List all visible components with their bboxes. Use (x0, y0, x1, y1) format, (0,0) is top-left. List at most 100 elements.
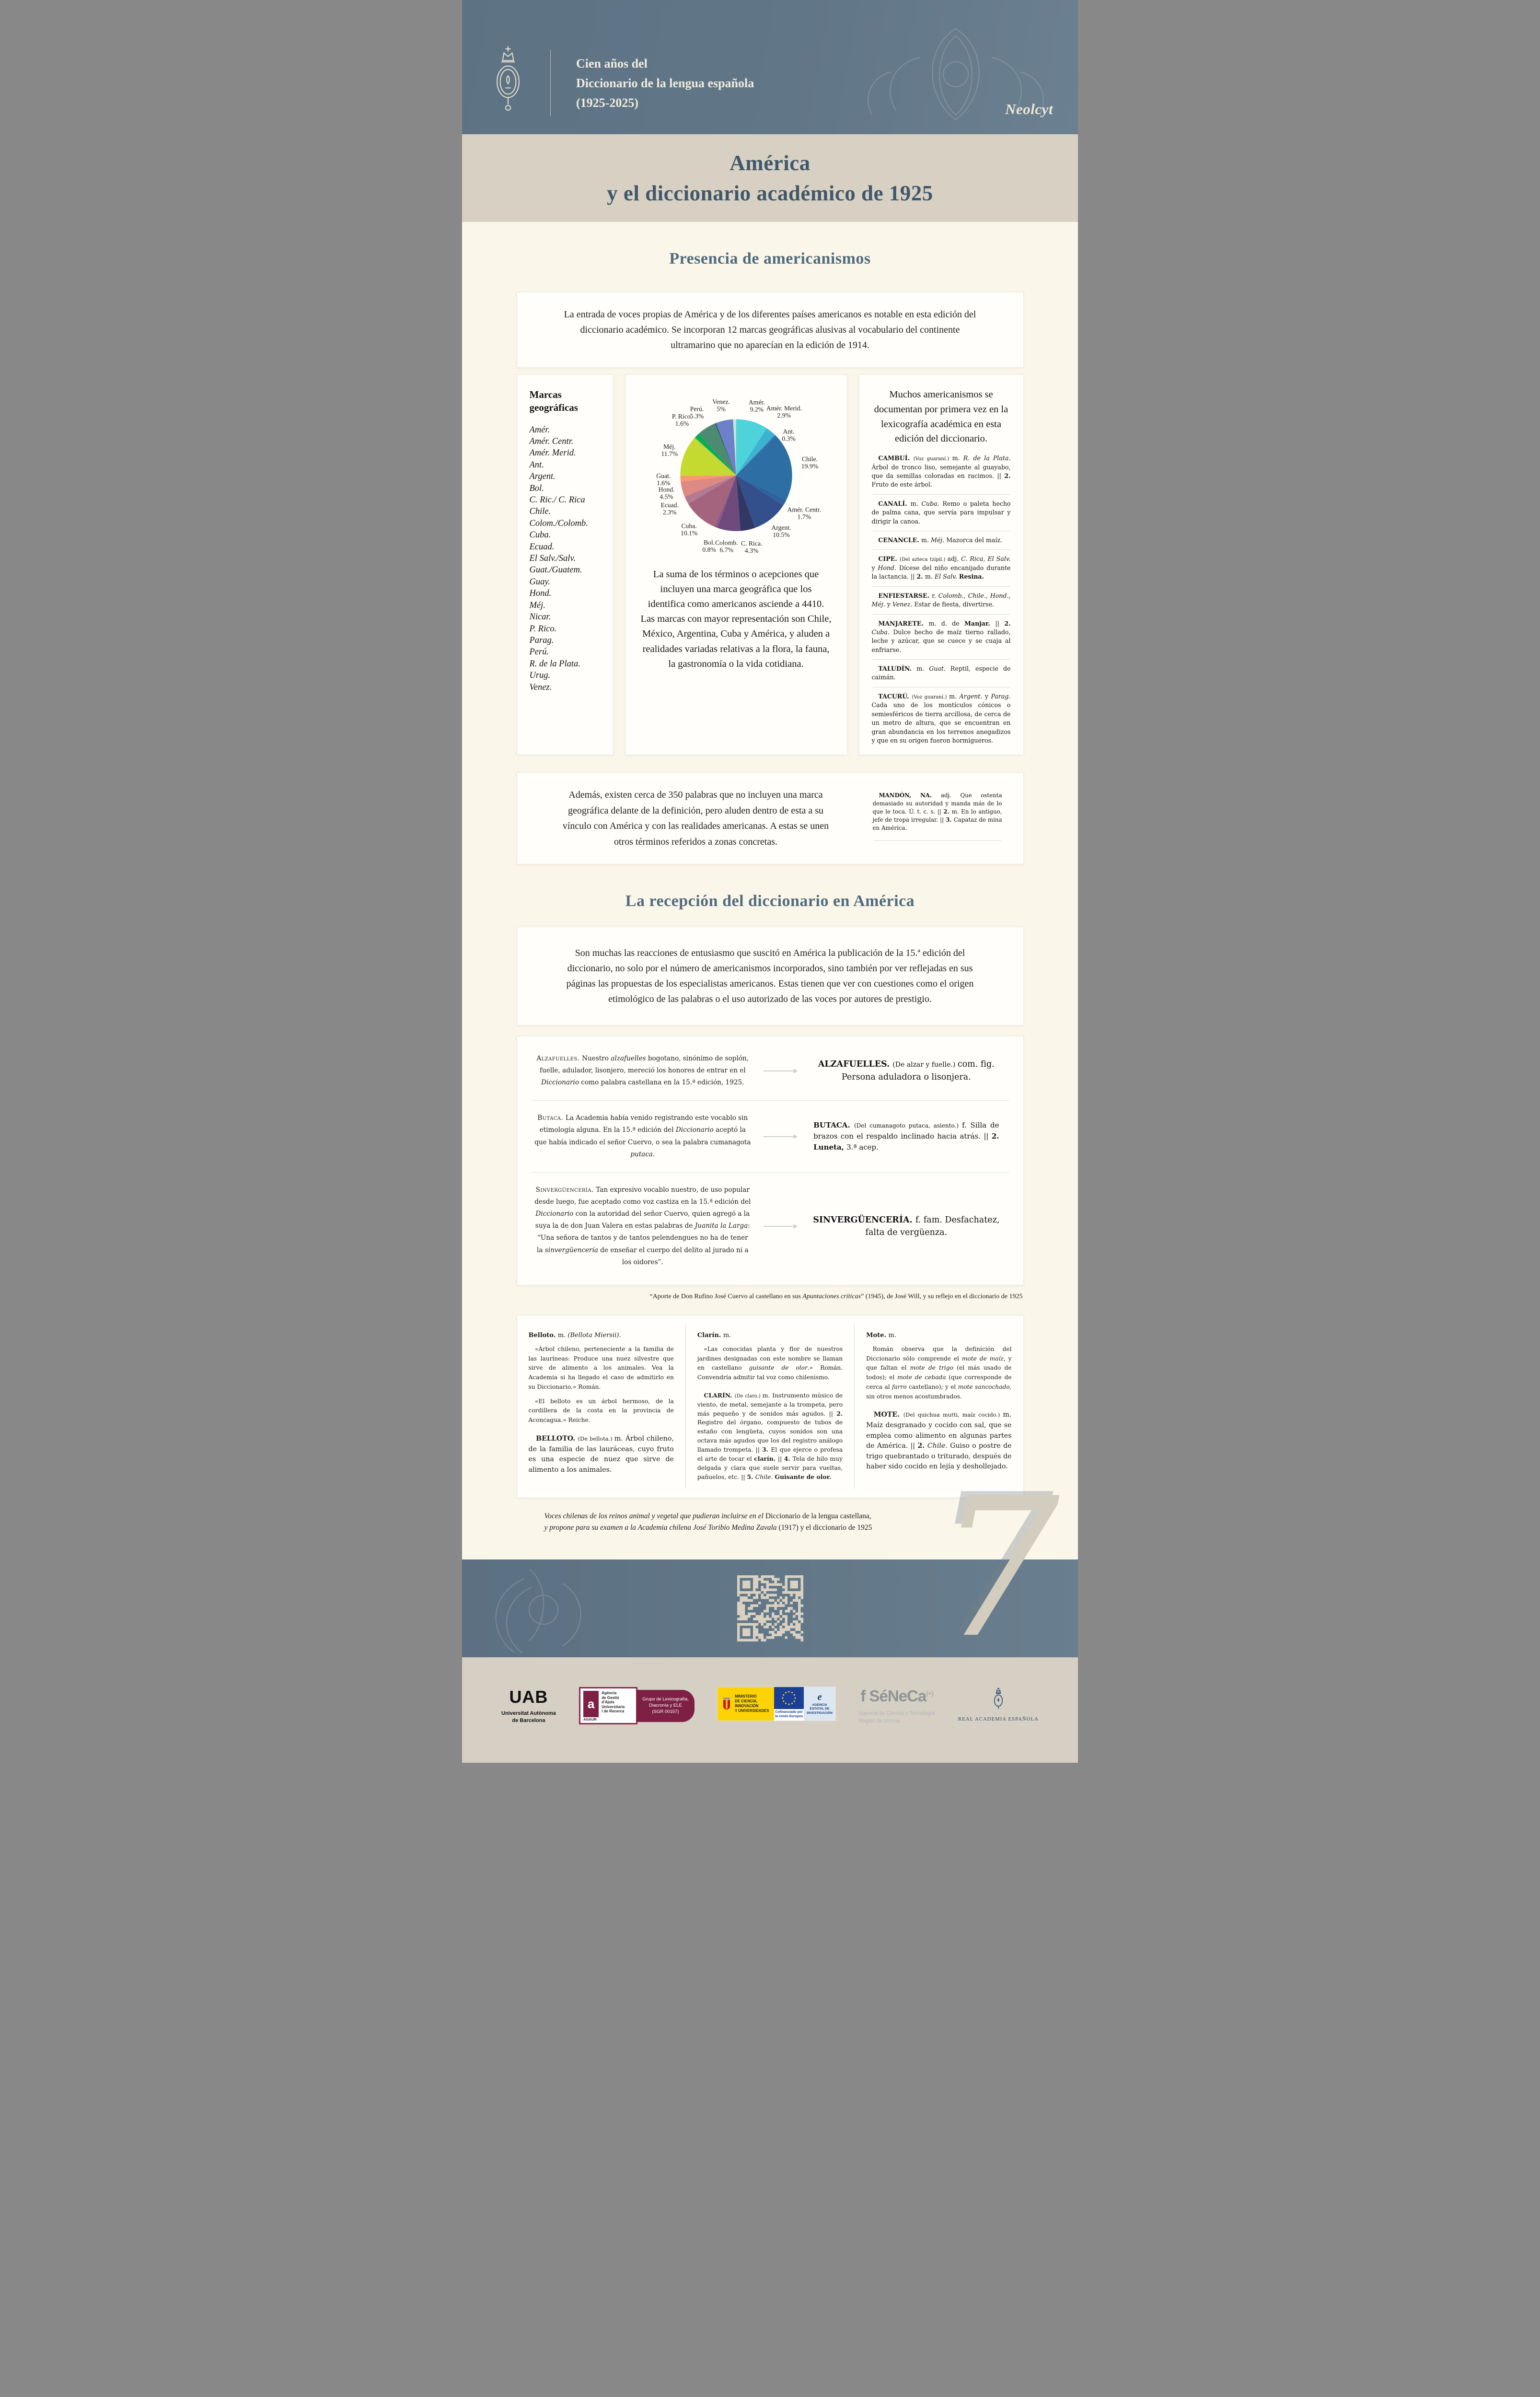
comparison-row-alzafuelles: Alzafuelles. Nuestro alzafuelles bogotan… (531, 1041, 1009, 1101)
dictionary-entry-cambui: CAMBUÍ. (Voz guaraní.) m. R. de la Plata… (871, 454, 1011, 489)
uab-acronym: UAB (509, 1687, 548, 1707)
pie-label: Guat. 1.6% (656, 472, 671, 487)
dictionary-entry-manjarete: MANJARETE. m. d. de Manjar. || 2. Cuba. … (871, 619, 1011, 653)
divider (872, 586, 1010, 587)
pie-chart: Amér. 9.2% Amér. Merid. 2.9% Ant. 0.3% Chile. 1… (656, 398, 821, 555)
divider (550, 50, 551, 116)
pie-slice-Amér. Centr. (736, 475, 787, 505)
ministerio-text: MINISTERIO DE CIENCIA, INNOVACIÓN Y UNIV… (735, 1694, 769, 1713)
pie-label: Ant. 0.3% (782, 428, 796, 442)
rae-name: REAL ACADEMIA ESPAÑOLA (958, 1717, 1039, 1722)
recepcion-intro-card: Son muchas las reacciones de entusiasmo … (516, 926, 1024, 1025)
agaur-agency-name: Agència de Gestió d'Ajuts Universitaris … (602, 1691, 625, 1714)
pie-slice-Amér. Merid. (736, 428, 775, 476)
engraving-ornament-icon (868, 28, 1044, 121)
pie-label: C. Rica. 4.3% (741, 540, 762, 554)
dictionary-entry-belloto: BELLOTO. (De bellota.) m. Árbol chileno,… (528, 1435, 674, 1474)
recepcion-intro-text: Son muchas las reacciones de entusiasmo … (566, 947, 974, 1004)
comparison-card: Alzafuelles. Nuestro alzafuelles bogotan… (516, 1036, 1024, 1285)
qr-code (737, 1575, 803, 1642)
main-content: Presencia de americanismos La entrada de… (462, 222, 1078, 1550)
pie-slice-Cuba. (688, 475, 736, 527)
poster-page: Cien años del Diccionario de la lengua e… (462, 0, 1078, 1763)
voz-quote: «Árbol chileno, perteneciente a la famil… (528, 1345, 674, 1390)
seneca-plus: (+) (926, 1689, 933, 1698)
pie-card: Amér. 9.2% Amér. Merid. 2.9% Ant. 0.3% Chile. 1… (625, 374, 847, 756)
seneca-wordmark: f SéNeCa(+) (860, 1687, 933, 1705)
seneca-subtitle: Agencia de Ciencia y Tecnología Región d… (858, 1710, 935, 1724)
first-documented-card: Muchos americanismos se documentan por p… (858, 374, 1024, 756)
aei-block: e AGENCIA ESTATAL DE INVESTIGACIÓN (804, 1687, 836, 1721)
voz-head: Belloto. m. (Bellota Miersii). (528, 1331, 621, 1339)
voces-column-mote: Mote. m. Román observa que la definición… (854, 1324, 1023, 1489)
entry-butaca: BUTACA. (Del cumanagoto putaca, asiento.… (813, 1120, 999, 1152)
voz-quote: «El belloto es un árbol hermoso, de la c… (528, 1397, 674, 1424)
pie-slice-Guat. (680, 475, 736, 482)
quote-alzafuelles: Alzafuelles. Nuestro alzafuelles bogotan… (536, 1054, 749, 1087)
rae-crest-icon (994, 1687, 1003, 1709)
arrow-right-icon (764, 1223, 798, 1229)
dictionary-entry-tacuru: TACURÚ. (Voz guaraní.) m. Argent. y Para… (871, 692, 1011, 744)
pie-slice-Ant. (736, 434, 776, 476)
pie-label: Amér. Merid. 2.9% (766, 405, 801, 419)
pie-slice-Hond. (680, 475, 736, 497)
pie-slice-Méj. (680, 438, 736, 476)
voces-column-belloto: Belloto. m. (Bellota Miersii). «Árbol ch… (517, 1324, 685, 1489)
pie-label: Bol. 0.8% (702, 539, 716, 553)
voz-head: Clarín. m. (697, 1331, 731, 1339)
eu-caption: Cofinanciado por la Unión Europea (775, 1710, 803, 1719)
ademas-card: Además, existen cerca de 350 palabras qu… (516, 772, 1024, 864)
aei-glyph-icon: e (817, 1691, 822, 1702)
pie-slice-Venez. (716, 419, 736, 476)
marcas-heading: Marcas geográficas (529, 389, 578, 414)
mandon-block: MANDÓN, NA. adj. Que ostenta demasiado s… (873, 791, 1002, 846)
pie-label: Chile. 19.9% (801, 455, 818, 470)
rae-crest-icon (497, 46, 520, 111)
pie-label: Amér. 9.2% (748, 399, 764, 413)
divider (872, 659, 1010, 660)
footer-band: 7 (462, 1473, 1078, 1665)
marcas-list: Amér. Amér. Centr. Amér. Merid. Ant. Arg… (529, 425, 588, 692)
entry-sinverguenceria: SINVERGÜENCERÍA. f. fam. Desfachatez, fa… (813, 1215, 1000, 1237)
divider (872, 494, 1010, 495)
entry-alzafuelles: ALZAFUELLES. (De alzar y fuelle.) com. f… (818, 1059, 995, 1082)
voces-caption-line2: y propone para su examen a la Academia c… (544, 1524, 872, 1532)
rae-logo: REAL ACADEMIA ESPAÑOLA (958, 1687, 1039, 1722)
voz-quote: Román observa que la definición del Dicc… (866, 1345, 1012, 1400)
dictionary-entry-cipe: CIPE. (Del azteca tzipil.) adj. C. Rica,… (871, 555, 1011, 581)
agaur-letter-icon: a (583, 1691, 599, 1718)
intro-text: La entrada de voces propias de América y… (564, 309, 976, 350)
pie-label: Ecuad. 2.3% (660, 501, 679, 516)
comparison-row-butaca: Butaca. La Academia había venido registr… (531, 1101, 1009, 1173)
lexicography-group-ribbon: Grupo de Lexicografía, Diacronía y ELE (… (637, 1690, 695, 1722)
arrow-right-icon (764, 1134, 798, 1139)
voces-caption: Voces chilenas de los reinos animal y ve… (544, 1511, 1024, 1534)
voz-quote: «Las conocidas planta y flor de nuestros… (697, 1345, 843, 1381)
pie-slice-Argent. (736, 475, 784, 528)
eu-flag-block: Cofinanciado por la Unión Europea (774, 1687, 804, 1721)
pie-label: Hond. 4.5% (658, 486, 674, 500)
pie-label: Amér. Centr. 1.7% (787, 506, 821, 520)
intro-card: La entrada de voces propias de América y… (516, 292, 1024, 368)
spain-coat-of-arms-icon (723, 1698, 730, 1710)
pie-slice-P. Rico. (695, 433, 736, 476)
pie-slice-minor (714, 423, 736, 476)
divider (872, 614, 1010, 615)
pie-slice-Ecuad. (684, 475, 736, 504)
engraving-ornament-icon (495, 1569, 581, 1654)
pie-slice-Bol. (714, 475, 736, 528)
agaur-abbr: AGAUR (583, 1717, 597, 1722)
pie-slice-Colomb. (717, 475, 741, 531)
aei-name: AGENCIA ESTATAL DE INVESTIGACIÓN (807, 1703, 833, 1715)
three-column-row: Marcas geográficas Amér. Amér. Centr. Am… (516, 374, 1024, 756)
uab-name: Universitat Autònoma de Barcelona (501, 1710, 556, 1723)
quote-butaca: Butaca. La Academia había venido registr… (534, 1114, 751, 1158)
comparison-caption: “Aporte de Don Rufino José Cuervo al cas… (649, 1292, 1023, 1300)
pie-slice-minor (694, 437, 736, 476)
voces-chilenas-card: Belloto. m. (Bellota Miersii). «Árbol ch… (516, 1315, 1024, 1499)
pie-slice-Amér. (736, 419, 767, 476)
ministerio-panel: MINISTERIO DE CIENCIA, INNOVACIÓN Y UNIV… (718, 1687, 775, 1721)
voces-column-clarin: Clarín. m. «Las conocidas planta y flor … (685, 1324, 854, 1489)
agaur-logo: a Agència de Gestió d'Ajuts Universitari… (579, 1687, 695, 1725)
pie-label: Argent. 10.5% (771, 524, 791, 538)
